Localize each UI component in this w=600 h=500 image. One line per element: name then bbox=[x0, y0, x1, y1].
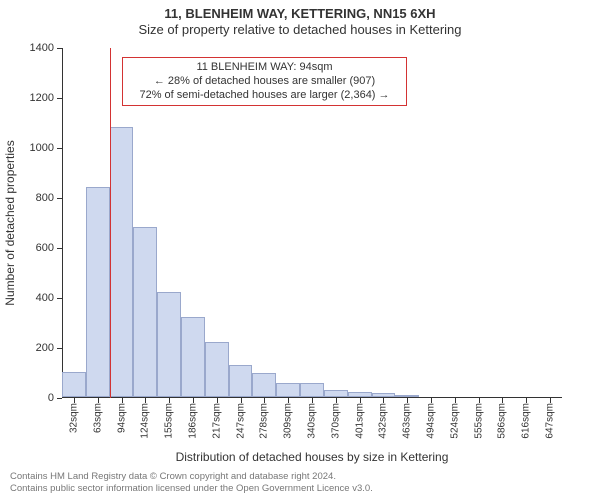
footer-line-2: Contains public sector information licen… bbox=[10, 483, 373, 494]
y-tick-mark bbox=[57, 348, 62, 349]
y-tick-mark bbox=[57, 198, 62, 199]
x-tick-label: 217sqm bbox=[211, 403, 222, 439]
y-tick-mark bbox=[57, 48, 62, 49]
histogram-bar bbox=[62, 372, 86, 397]
x-tick-label: 555sqm bbox=[473, 403, 484, 439]
title-line-1: 11, BLENHEIM WAY, KETTERING, NN15 6XH bbox=[0, 6, 600, 22]
y-axis-line bbox=[62, 48, 63, 398]
x-tick-label: 32sqm bbox=[68, 403, 79, 433]
x-tick-label: 524sqm bbox=[449, 403, 460, 439]
x-tick-label: 124sqm bbox=[140, 403, 151, 439]
y-axis-label: Number of detached properties bbox=[3, 140, 17, 305]
y-tick-label: 400 bbox=[14, 292, 54, 304]
y-tick-mark bbox=[57, 248, 62, 249]
x-tick-label: 278sqm bbox=[259, 403, 270, 439]
x-tick-label: 647sqm bbox=[545, 403, 556, 439]
property-marker-line bbox=[110, 48, 111, 398]
x-tick-label: 401sqm bbox=[354, 403, 365, 439]
x-axis-label: Distribution of detached houses by size … bbox=[62, 450, 562, 464]
x-tick-label: 309sqm bbox=[283, 403, 294, 439]
histogram-bar bbox=[181, 317, 205, 397]
y-tick-label: 600 bbox=[14, 242, 54, 254]
y-tick-mark bbox=[57, 398, 62, 399]
y-tick-mark bbox=[57, 98, 62, 99]
x-tick-label: 94sqm bbox=[116, 403, 127, 433]
y-tick-label: 1400 bbox=[14, 42, 54, 54]
x-tick-label: 155sqm bbox=[164, 403, 175, 439]
y-tick-mark bbox=[57, 148, 62, 149]
histogram-bar bbox=[229, 365, 253, 397]
histogram-bar bbox=[157, 292, 181, 397]
x-tick-label: 340sqm bbox=[307, 403, 318, 439]
annotation-box: 11 BLENHEIM WAY: 94sqm← 28% of detached … bbox=[122, 57, 407, 106]
x-tick-label: 432sqm bbox=[378, 403, 389, 439]
y-tick-label: 800 bbox=[14, 192, 54, 204]
histogram-bar bbox=[205, 342, 229, 397]
x-tick-label: 586sqm bbox=[497, 403, 508, 439]
histogram-bar bbox=[86, 187, 110, 397]
chart-area: 020040060080010001200140032sqm63sqm94sqm… bbox=[62, 48, 562, 398]
histogram-bar bbox=[252, 373, 276, 397]
x-tick-label: 186sqm bbox=[187, 403, 198, 439]
x-tick-label: 63sqm bbox=[92, 403, 103, 433]
histogram-bar bbox=[300, 383, 324, 397]
y-tick-label: 1000 bbox=[14, 142, 54, 154]
histogram-bar bbox=[372, 393, 396, 397]
annotation-line-2: ← 28% of detached houses are smaller (90… bbox=[129, 75, 400, 89]
x-tick-label: 370sqm bbox=[330, 403, 341, 439]
y-tick-mark bbox=[57, 298, 62, 299]
x-tick-label: 247sqm bbox=[235, 403, 246, 439]
histogram-bar bbox=[133, 227, 157, 397]
histogram-bar bbox=[276, 383, 300, 397]
histogram-bar bbox=[395, 395, 419, 398]
annotation-line-1: 11 BLENHEIM WAY: 94sqm bbox=[129, 61, 400, 75]
y-tick-label: 0 bbox=[14, 392, 54, 404]
footer-line-1: Contains HM Land Registry data © Crown c… bbox=[10, 471, 373, 482]
histogram-bar bbox=[110, 127, 134, 397]
histogram-bar bbox=[324, 390, 348, 398]
x-tick-label: 494sqm bbox=[426, 403, 437, 439]
annotation-line-3: 72% of semi-detached houses are larger (… bbox=[129, 89, 400, 103]
y-tick-label: 1200 bbox=[14, 92, 54, 104]
histogram-bar bbox=[348, 392, 372, 397]
chart-title-block: 11, BLENHEIM WAY, KETTERING, NN15 6XH Si… bbox=[0, 0, 600, 39]
x-tick-label: 463sqm bbox=[402, 403, 413, 439]
title-line-2: Size of property relative to detached ho… bbox=[0, 22, 600, 38]
y-tick-label: 200 bbox=[14, 342, 54, 354]
x-tick-label: 616sqm bbox=[521, 403, 532, 439]
plot-region: 020040060080010001200140032sqm63sqm94sqm… bbox=[62, 48, 562, 398]
footer-attribution: Contains HM Land Registry data © Crown c… bbox=[10, 471, 373, 494]
